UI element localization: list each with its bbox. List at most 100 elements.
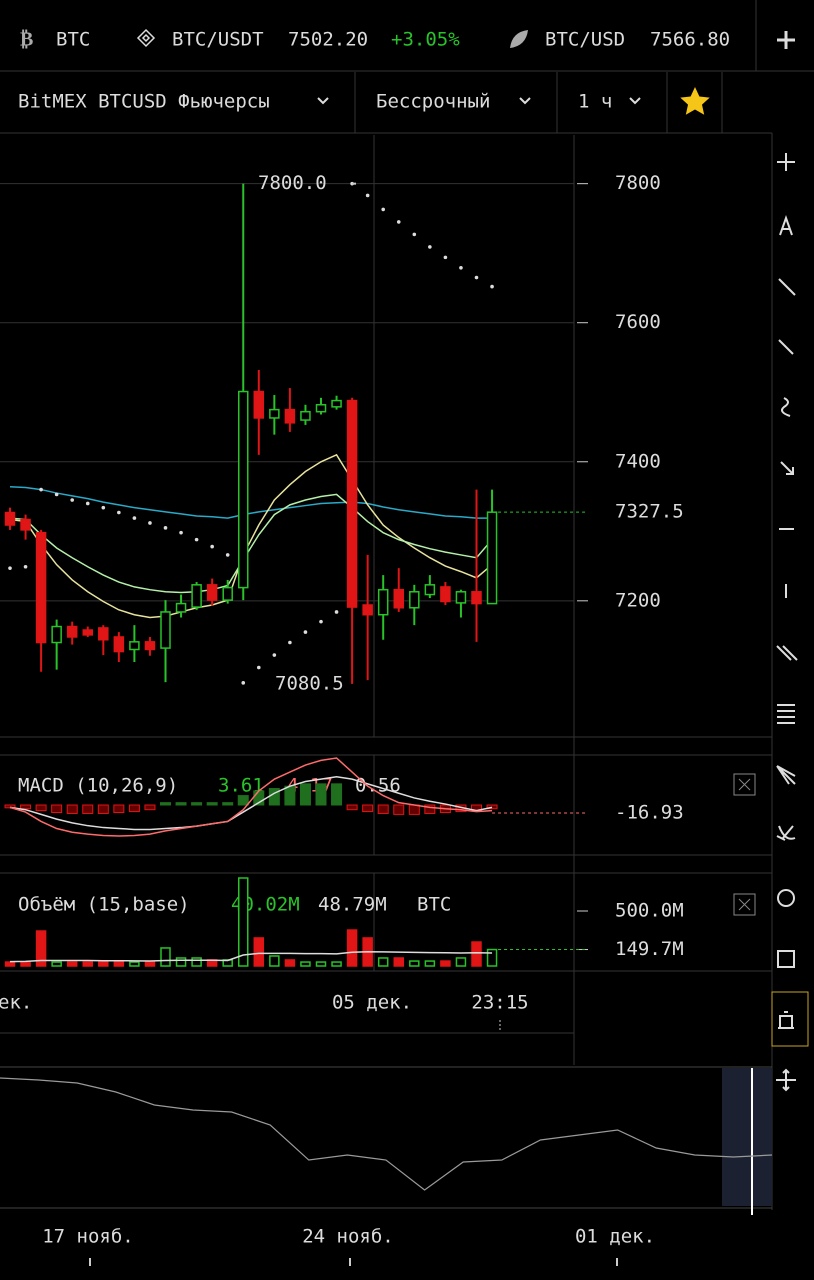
line-tool[interactable] [778, 278, 796, 296]
ticker-symbol[interactable]: BTC [56, 29, 90, 51]
fan-tool[interactable] [776, 765, 796, 785]
candle-body [409, 591, 420, 609]
volume-bar [238, 877, 249, 967]
sar-dot [474, 275, 479, 280]
volume-bar [409, 960, 420, 967]
rectangle-tool[interactable] [777, 950, 795, 968]
arrow-tool[interactable] [780, 461, 794, 475]
volume-bar [4, 961, 16, 967]
navigator-label: 24 нояб. [302, 1226, 394, 1248]
macd-bar [222, 802, 234, 806]
interval-select[interactable]: 1 ч [578, 91, 612, 113]
ticker-symbol[interactable]: BTC/USDT [172, 29, 264, 51]
measure-tool[interactable] [778, 1011, 794, 1029]
sar-dot [163, 526, 168, 530]
x-tick-label: 23:15 [471, 992, 528, 1014]
curve-tool[interactable] [781, 397, 791, 417]
macd-bar [20, 804, 32, 810]
parallel-channel-tool[interactable] [776, 645, 798, 661]
macd-bar [144, 804, 156, 811]
candle-body [113, 636, 125, 653]
volume-bar [331, 961, 342, 967]
macd-bar [408, 804, 420, 815]
ticker-symbol[interactable]: BTC/USD [545, 29, 625, 51]
sar-dot [381, 207, 386, 212]
moving-average [9, 486, 493, 519]
exchange-select[interactable]: BitMEX BTCUSD Фьючерсы [18, 91, 270, 113]
candle-body [300, 410, 311, 421]
volume-bar [440, 960, 451, 967]
text-tool[interactable] [779, 214, 793, 236]
drawing-tools [771, 133, 809, 1210]
candle-body [331, 399, 342, 408]
y-tick-label: 7600 [615, 311, 661, 333]
volume-bar [253, 937, 265, 967]
add-ticker-button[interactable] [777, 31, 795, 49]
macd-bar [346, 804, 358, 811]
candle-body [424, 584, 436, 596]
sar-dot [459, 265, 463, 270]
volume-bar [284, 959, 296, 967]
navigator-label: 01 дек. [575, 1226, 655, 1248]
bitfinex-icon [510, 30, 528, 48]
volume-bar [486, 948, 498, 967]
binance-icon [136, 28, 156, 48]
ray-tool[interactable] [778, 339, 794, 355]
macd-bar [331, 783, 343, 806]
candle-body [284, 408, 296, 424]
candle-body [129, 641, 140, 651]
candle-body [455, 591, 467, 604]
favorite-star[interactable] [680, 87, 710, 115]
sar-dot [23, 564, 28, 569]
high-label: 7800.0 [258, 172, 327, 194]
volume-bar [471, 941, 482, 967]
sar-dot [194, 537, 199, 542]
pitchfork-tool[interactable] [776, 825, 796, 841]
active-tool-frame [771, 991, 809, 1047]
macd-bar [486, 804, 498, 810]
sar-dot [132, 516, 137, 520]
y-tick-label: 7800 [615, 172, 661, 194]
candle-body [222, 586, 233, 601]
sar-dot [101, 505, 106, 510]
candle-body [315, 404, 327, 413]
fibonacci-tool[interactable] [777, 704, 795, 724]
contract-select[interactable]: Бессрочный [376, 91, 490, 113]
sar-dot [412, 232, 417, 237]
candle-body [440, 586, 451, 603]
sar-dot [319, 619, 323, 624]
macd-bar [160, 802, 171, 806]
sar-dot [257, 665, 261, 670]
macd-bar [35, 804, 47, 812]
candle-body [51, 625, 62, 644]
volume-bar [455, 957, 467, 967]
volume-bar [346, 929, 358, 967]
chevron [629, 97, 641, 105]
candle-body [377, 588, 389, 616]
move-tool[interactable] [776, 1068, 796, 1092]
candle-body [393, 588, 404, 609]
volume-bar [129, 961, 140, 967]
close-icon [738, 778, 751, 791]
macd-bar [393, 804, 405, 815]
sar-dot [70, 498, 74, 502]
sar-dot [54, 492, 59, 497]
sar-dot [117, 510, 121, 515]
volume-bar [144, 961, 156, 967]
candle-body [206, 584, 218, 601]
volume-bar [98, 961, 109, 967]
close-volume-button[interactable] [733, 893, 756, 916]
sar-dot [179, 530, 183, 535]
crosshair-tool[interactable] [777, 153, 795, 171]
sar-dot [428, 245, 432, 249]
navigator-line [0, 1077, 773, 1191]
circle-tool[interactable] [777, 889, 795, 907]
macd-axis-label: -16.93 [615, 801, 684, 823]
candle-body [144, 641, 156, 651]
close-macd-button[interactable] [733, 773, 756, 796]
volume-bar [160, 947, 171, 967]
sar-dot [272, 653, 277, 657]
navigator-window[interactable] [722, 1068, 772, 1206]
volume-ma-value: 48.79M [318, 894, 387, 916]
low-label: 7080.5 [275, 672, 344, 694]
